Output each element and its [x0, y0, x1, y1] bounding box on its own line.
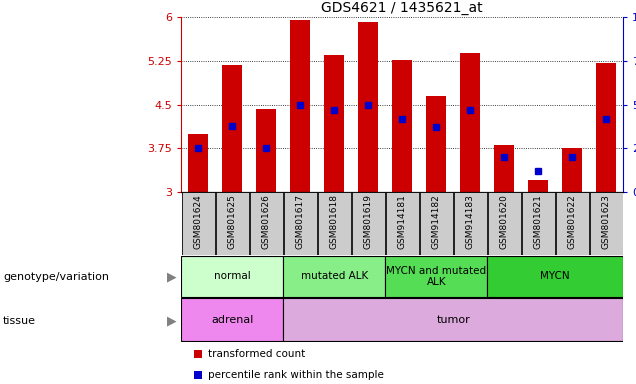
- Bar: [494, 146, 515, 192]
- Text: normal: normal: [214, 271, 251, 281]
- Text: GSM801621: GSM801621: [534, 194, 543, 249]
- Bar: [284, 192, 317, 255]
- Bar: [250, 192, 282, 255]
- Text: GSM801626: GSM801626: [262, 194, 271, 249]
- Bar: [562, 148, 583, 192]
- Bar: [460, 53, 480, 192]
- Text: GSM914181: GSM914181: [398, 194, 407, 249]
- Text: GSM801620: GSM801620: [500, 194, 509, 249]
- Text: GSM914182: GSM914182: [432, 194, 441, 249]
- Text: ▶: ▶: [167, 271, 176, 284]
- Bar: [181, 256, 283, 297]
- Bar: [392, 60, 413, 192]
- Bar: [488, 192, 521, 255]
- Bar: [290, 20, 310, 192]
- Bar: [256, 109, 277, 192]
- Bar: [352, 192, 385, 255]
- Text: percentile rank within the sample: percentile rank within the sample: [208, 370, 384, 380]
- Bar: [385, 256, 487, 297]
- Bar: [181, 298, 283, 341]
- Text: GSM801623: GSM801623: [602, 194, 611, 249]
- Bar: [454, 192, 487, 255]
- Bar: [188, 134, 209, 192]
- Text: GSM801622: GSM801622: [568, 194, 577, 249]
- Text: GSM801617: GSM801617: [296, 194, 305, 249]
- Bar: [420, 192, 453, 255]
- Text: GSM801619: GSM801619: [364, 194, 373, 249]
- Text: MYCN: MYCN: [541, 271, 570, 281]
- Bar: [487, 256, 623, 297]
- Bar: [358, 22, 378, 192]
- Bar: [386, 192, 418, 255]
- Text: MYCN and mutated
ALK: MYCN and mutated ALK: [386, 266, 487, 287]
- Text: GSM801624: GSM801624: [194, 194, 203, 249]
- Text: transformed count: transformed count: [208, 349, 305, 359]
- Title: GDS4621 / 1435621_at: GDS4621 / 1435621_at: [321, 1, 483, 15]
- Bar: [324, 55, 345, 192]
- Bar: [590, 192, 623, 255]
- Bar: [216, 192, 249, 255]
- Bar: [283, 298, 623, 341]
- Text: genotype/variation: genotype/variation: [3, 272, 109, 282]
- Text: GSM801625: GSM801625: [228, 194, 237, 249]
- Bar: [182, 192, 214, 255]
- Bar: [522, 192, 555, 255]
- Text: adrenal: adrenal: [211, 314, 254, 325]
- Text: tissue: tissue: [3, 316, 36, 326]
- Text: tumor: tumor: [436, 314, 470, 325]
- Bar: [222, 65, 242, 192]
- Bar: [426, 96, 446, 192]
- Bar: [596, 63, 616, 192]
- Text: GSM801618: GSM801618: [330, 194, 339, 249]
- Bar: [528, 180, 548, 192]
- Bar: [283, 256, 385, 297]
- Bar: [318, 192, 350, 255]
- Text: GSM914183: GSM914183: [466, 194, 474, 249]
- Text: mutated ALK: mutated ALK: [301, 271, 368, 281]
- Text: ▶: ▶: [167, 314, 176, 327]
- Bar: [556, 192, 588, 255]
